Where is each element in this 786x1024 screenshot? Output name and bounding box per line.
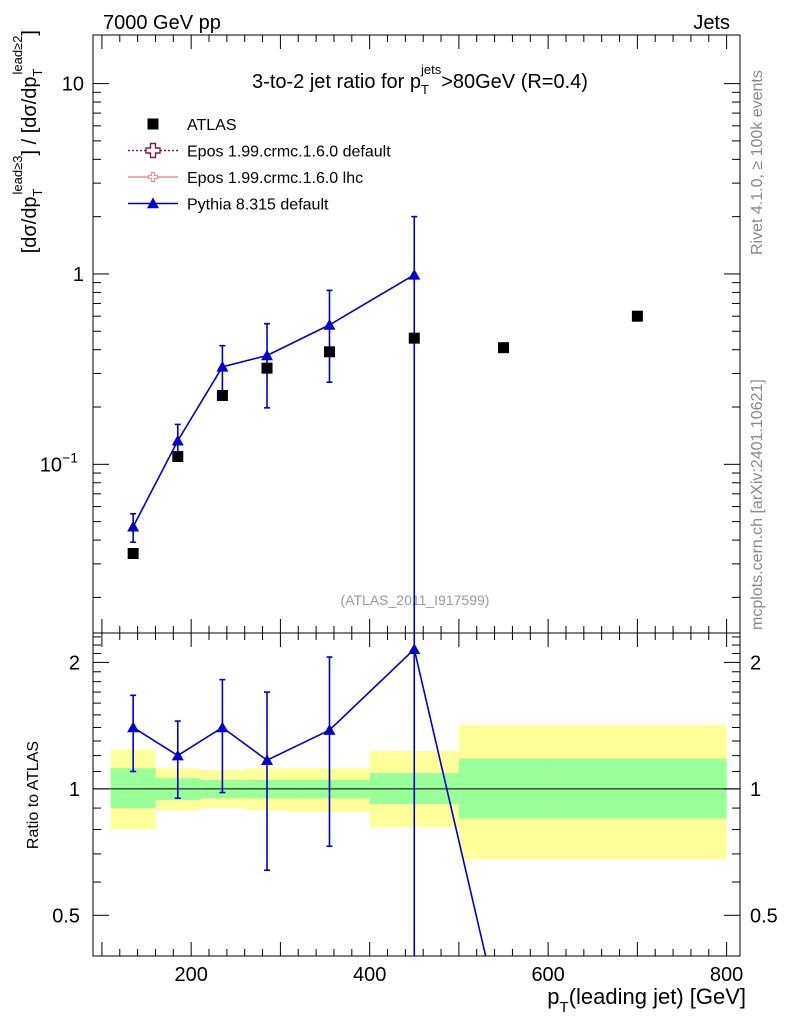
y-axis-label-b: ] / [dσ/dp	[19, 76, 41, 155]
chart-title-b: >80GeV (R=0.4)	[441, 71, 588, 93]
pythia-point-5	[408, 268, 421, 280]
y-tick-label-0: 10	[62, 74, 84, 96]
pythia-ratio-point-1	[171, 749, 184, 761]
pythia-ratio-point-2	[216, 721, 229, 733]
y-tick-label-2: 10−1	[40, 449, 78, 476]
atlas-point-5	[408, 332, 420, 344]
y-tick-label-1: 1	[73, 264, 84, 286]
ratio-tick-label-left-1: 1	[69, 779, 80, 801]
y-axis-label-sup1: lead≥3	[10, 156, 25, 195]
band-inner-0	[110, 768, 156, 809]
legend-epos-default-marker	[145, 142, 161, 159]
legend-label-1: Epos 1.99.crmc.1.6.0 default	[187, 144, 391, 161]
x-axis-label-a: p	[547, 984, 559, 1009]
x-axis-label: pT(leading jet) [GeV]	[547, 984, 746, 1016]
atlas-point-6	[498, 342, 510, 354]
y-axis-label-a: [dσ/dp	[19, 196, 41, 253]
pythia-point-0	[127, 520, 140, 532]
y-axis-label-sup2: lead≥2	[10, 36, 25, 75]
pythia-point-3	[261, 349, 274, 361]
ratio-y-axis-label: Ratio to ATLAS	[25, 741, 42, 849]
chart-title: 3-to-2 jet ratio for pTjets>80GeV (R=0.4…	[252, 62, 588, 97]
legend-pythia-marker	[147, 197, 159, 209]
x-axis-label-b: (leading jet) [GeV]	[569, 984, 746, 1009]
chart-title-sub: T	[421, 82, 429, 97]
rivet-label: Rivet 4.1.0, ≥ 100k events	[749, 70, 766, 255]
pythia-series	[127, 215, 421, 633]
pythia-ratio-point-0	[127, 721, 140, 733]
ratio-frame	[92, 632, 741, 957]
y-axis-label-sub1: T	[30, 188, 45, 196]
y-axis-label-c: ]	[19, 30, 41, 36]
atlas-point-3	[261, 362, 273, 374]
atlas-point-0	[127, 548, 139, 560]
ratio-tick-label-right-2: 0.5	[750, 905, 778, 927]
header-right: Jets	[693, 12, 730, 34]
legend-label-2: Epos 1.99.crmc.1.6.0 lhc	[187, 170, 363, 187]
mcplots-label: mcplots.cern.ch [arXiv:2401.10621]	[749, 379, 766, 630]
y-axis-label-sub2: T	[30, 68, 45, 76]
legend-label-0: ATLAS	[187, 117, 237, 134]
atlas-point-4	[323, 346, 335, 358]
pythia-ratio-series	[127, 633, 487, 957]
pythia-point-2	[216, 360, 229, 372]
pythia-line	[132, 274, 415, 528]
axis-ticks	[93, 35, 740, 957]
legend-atlas-marker	[147, 118, 159, 130]
legend-label-3: Pythia 8.315 default	[187, 197, 329, 214]
header-left: 7000 GeV pp	[103, 12, 221, 34]
chart-title-sup: jets	[420, 62, 442, 77]
ratio-tick-label-right-1: 1	[750, 779, 761, 801]
legend: ATLAS Epos 1.99.crmc.1.6.0 default Epos 1.…	[128, 117, 391, 214]
atlas-point-2	[216, 389, 228, 401]
ratio-tick-label-left-0: 2	[69, 652, 80, 674]
x-tick-label-600: 600	[531, 964, 564, 986]
pythia-ratio-point-5	[408, 643, 421, 655]
y-axis-label: [dσ/dpTlead≥3] / [dσ/dpTlead≥2]	[10, 30, 45, 253]
pythia-point-4	[323, 318, 336, 330]
legend-epos-lhc-marker	[147, 171, 159, 183]
atlas-point-7	[631, 310, 643, 322]
x-tick-label-400: 400	[353, 964, 386, 986]
atlas-series	[127, 310, 643, 560]
pythia-point-1	[171, 434, 184, 446]
x-axis-label-sub: T	[560, 999, 569, 1016]
x-tick-label-800: 800	[710, 964, 743, 986]
ratio-tick-label-right-0: 2	[750, 652, 761, 674]
ratio-tick-label-left-2: 0.5	[52, 905, 80, 927]
pythia-ratio-point-3	[261, 754, 274, 766]
atlas-point-1	[172, 450, 184, 462]
x-tick-label-200: 200	[174, 964, 207, 986]
axis-tick-labels: 200 400 600 800 10 1 10−1 2 2 1 1 0.5 0.5	[40, 74, 778, 986]
pythia-ratio-point-4	[323, 724, 336, 735]
chart-title-a: 3-to-2 jet ratio for p	[252, 71, 421, 93]
